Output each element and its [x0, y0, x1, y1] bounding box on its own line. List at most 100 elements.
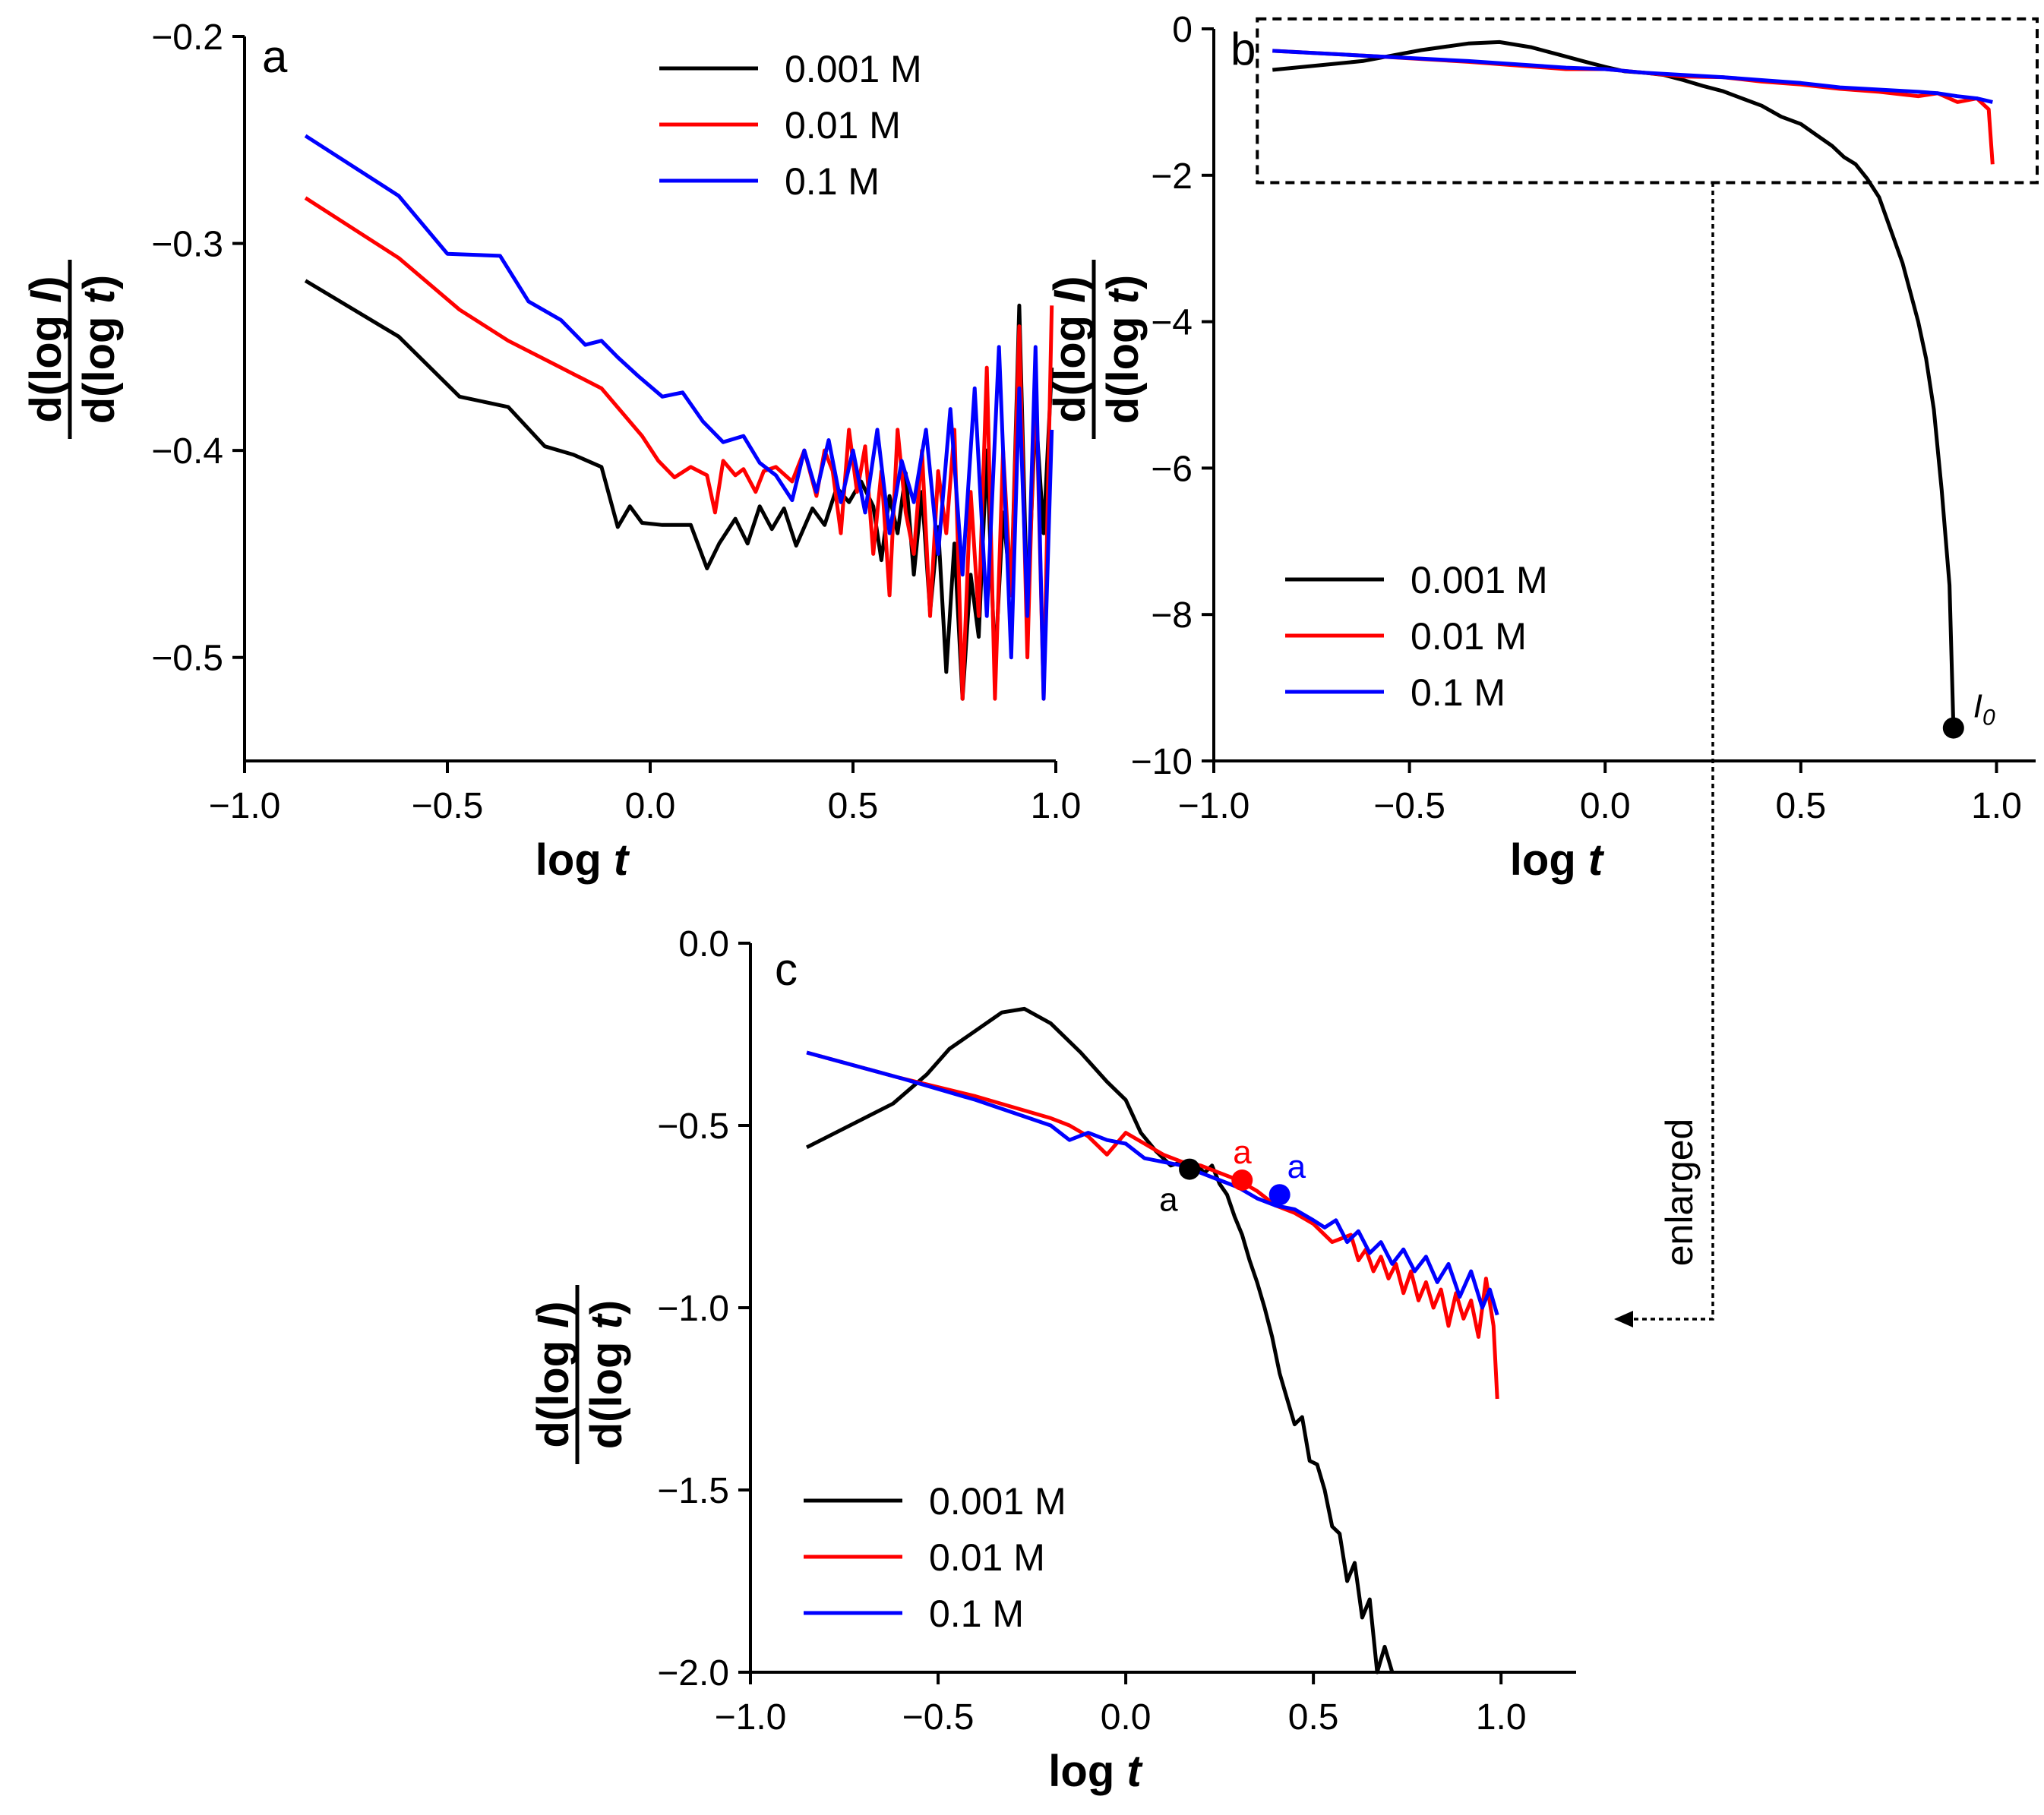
endpoint-label-subscript: 0 [1982, 705, 1995, 731]
legend-label: 0.1 M [929, 1592, 1024, 1635]
legend-label: 0.001 M [785, 48, 922, 90]
x-tick-label: 1.0 [1971, 786, 2022, 826]
y-tick-label: −1.0 [657, 1289, 729, 1329]
y-title-numerator: d(log I) [529, 1301, 578, 1447]
legend-label: 0.01 M [929, 1536, 1045, 1579]
series-line-0-01-M [1272, 49, 1995, 165]
x-axis-title-var: t [1126, 1747, 1143, 1796]
legend-label: 0.001 M [929, 1480, 1066, 1523]
x-tick-label: −0.5 [1373, 786, 1445, 826]
y-tick-label: −0.3 [151, 225, 223, 265]
series-line-0-1-M [1272, 49, 1993, 104]
panel-letter-b: b [1231, 24, 1256, 74]
x-axis-title-part: log [1510, 835, 1588, 885]
y-tick-label: −0.5 [151, 639, 223, 679]
y-title-numerator-var: I [1045, 289, 1095, 303]
y-tick-label: −8 [1151, 595, 1193, 636]
point-a-marker [1268, 1184, 1291, 1206]
y-title-numerator-part: d(log [1045, 303, 1095, 423]
x-axis-title-part: log [535, 835, 614, 885]
y-title-denominator-part: d(log [1098, 304, 1148, 424]
x-tick-label: 1.0 [1476, 1697, 1527, 1738]
y-title-denominator-close: ) [74, 275, 124, 289]
point-a-marker [1231, 1169, 1253, 1191]
endpoint-label-main: I [1973, 688, 1982, 725]
y-axis-title: d(log I)d(log t) [1045, 260, 1148, 439]
enlarged-arrowhead [1614, 1311, 1633, 1327]
x-tick-label: −0.5 [902, 1697, 975, 1738]
zoom-box [1256, 17, 2039, 185]
y-tick-label: −1.5 [657, 1471, 729, 1511]
panel-letter-c: c [775, 944, 798, 995]
y-tick-label: 0.0 [678, 924, 729, 964]
y-title-numerator-var: I [21, 289, 71, 303]
enlarged-connector [1625, 182, 1714, 1321]
point-a-label: a [1159, 1182, 1178, 1219]
legend-label: 0.001 M [1411, 559, 1548, 601]
endpoint-label: I0 [1973, 688, 1995, 731]
point-a-marker [1179, 1158, 1201, 1180]
y-tick-label: −0.5 [657, 1106, 729, 1147]
y-title-numerator-var: I [529, 1315, 578, 1328]
x-tick-label: 0.5 [1775, 786, 1826, 826]
y-title-denominator-var: t [582, 1312, 631, 1329]
panel-c: −1.0 −0.5 0.0 0.5 1.0 0.0 −0.5 −1.0 −1.5 −2.0 log … [529, 182, 1714, 1796]
y-tick-label: −0.2 [151, 17, 223, 58]
y-title-denominator: d(log t) [74, 275, 124, 425]
x-tick-label: −0.5 [412, 786, 484, 826]
x-axis-title: log t [1048, 1747, 1143, 1796]
y-title-numerator-close: ) [529, 1301, 578, 1315]
y-title-denominator-var: t [1098, 287, 1148, 304]
x-axis-title-var: t [614, 835, 630, 885]
point-a-label: a [1287, 1148, 1306, 1185]
y-title-denominator-part: d(log [582, 1329, 631, 1449]
enlarged-label: enlarged [1658, 1119, 1701, 1267]
y-title-denominator-var: t [74, 287, 124, 304]
x-tick-label: 0.0 [1101, 1697, 1152, 1738]
y-title-denominator: d(log t) [1098, 275, 1148, 425]
x-tick-label: 0.5 [1288, 1697, 1339, 1738]
endpoint-marker [1942, 717, 1964, 739]
series-line-0-01-M [806, 1050, 1499, 1400]
y-tick-label: −6 [1151, 449, 1193, 489]
y-tick-label: 0 [1172, 10, 1193, 50]
y-tick-label: −10 [1131, 742, 1193, 782]
legend-label: 0.1 M [785, 160, 880, 203]
legend-label: 0.01 M [785, 104, 901, 147]
x-axis-title: log t [1510, 835, 1605, 885]
y-title-numerator-part: d(log [21, 303, 71, 423]
point-a-label: a [1233, 1134, 1252, 1171]
panel-letter-a: a [262, 31, 288, 82]
y-tick-label: −2.0 [657, 1653, 729, 1693]
y-tick-label: −2 [1151, 156, 1193, 197]
x-tick-label: 0.0 [625, 786, 676, 826]
x-tick-label: −1.0 [1178, 786, 1250, 826]
x-tick-label: 0.0 [1580, 786, 1631, 826]
legend-label: 0.01 M [1411, 615, 1527, 658]
series-line-0-1-M [806, 1050, 1499, 1316]
x-tick-label: 1.0 [1031, 786, 1082, 826]
y-title-numerator: d(log I) [1045, 276, 1095, 422]
y-axis-title: d(log I)d(log t) [21, 260, 124, 439]
y-tick-label: −4 [1151, 303, 1193, 343]
y-title-numerator-close: ) [21, 276, 71, 290]
legend-label: 0.1 M [1411, 671, 1505, 714]
series-line-0-1-M [304, 134, 1054, 701]
series-line-0-001-M [1272, 39, 1956, 728]
y-axis-title: d(log I)d(log t) [529, 1285, 631, 1464]
y-title-numerator: d(log I) [21, 276, 71, 422]
y-title-denominator: d(log t) [582, 1300, 631, 1450]
x-tick-label: 0.5 [828, 786, 879, 826]
y-title-denominator-close: ) [1098, 275, 1148, 289]
series-line-0-01-M [304, 196, 1054, 701]
y-tick-label: −0.4 [151, 431, 223, 472]
y-title-numerator-close: ) [1045, 276, 1095, 290]
x-axis-title-var: t [1588, 835, 1605, 885]
x-tick-label: −1.0 [209, 786, 281, 826]
x-axis-title-part: log [1048, 1747, 1126, 1796]
series-line-0-001-M [805, 1006, 1395, 1675]
y-title-denominator-part: d(log [74, 304, 124, 424]
